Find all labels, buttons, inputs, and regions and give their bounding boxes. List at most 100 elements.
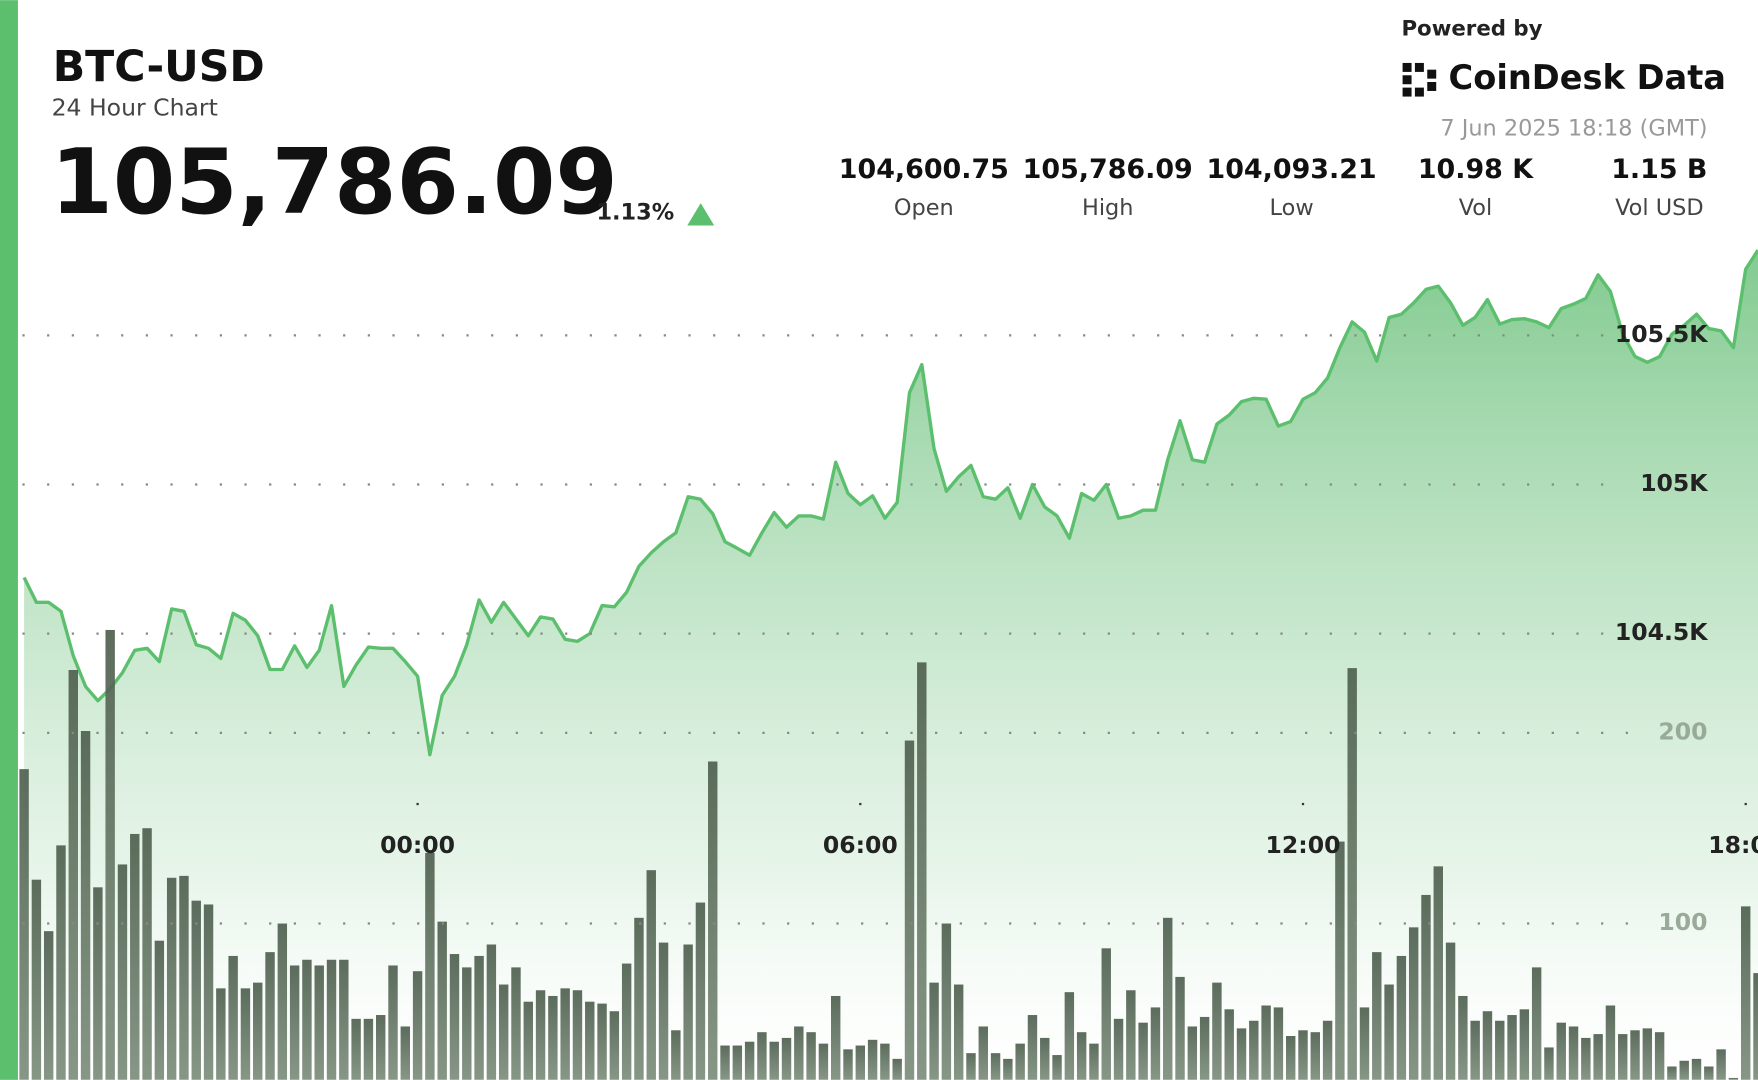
- volume-bar: [621, 963, 632, 1080]
- volume-bar: [1679, 1060, 1689, 1080]
- x-tick-label: 00:00: [380, 831, 455, 859]
- volume-bar: [1175, 976, 1185, 1080]
- volume-bar: [203, 904, 214, 1080]
- volume-bar: [1249, 1020, 1259, 1080]
- volume-bar: [978, 1026, 988, 1080]
- price-line: [22, 249, 1758, 757]
- volume-bar: [830, 995, 841, 1080]
- x-tick-label: 18:00: [1708, 831, 1758, 859]
- y-tick-label: 104.5K: [1615, 618, 1708, 646]
- volume-bar: [1040, 1037, 1050, 1080]
- volume-bar: [892, 1058, 902, 1080]
- volume-bar: [375, 1015, 386, 1080]
- powered-by: Powered by: [1401, 16, 1542, 41]
- volume-bar: [1445, 942, 1456, 1080]
- volume-bar: [511, 967, 521, 1080]
- volume-bar: [43, 931, 54, 1080]
- volume-bar: [253, 982, 263, 1080]
- y-tick-label: 105K: [1640, 469, 1708, 497]
- volume-bar: [1433, 866, 1443, 1080]
- volume-bar: [1236, 1028, 1247, 1080]
- volume-bar: [1335, 841, 1345, 1080]
- stat-label: Vol USD: [1615, 195, 1704, 221]
- volume-bar: [1605, 1005, 1616, 1080]
- volume-bar: [941, 923, 952, 1080]
- volume-bar: [1347, 668, 1357, 1080]
- volume-bar: [363, 1018, 374, 1080]
- volume-bar: [302, 959, 312, 1080]
- y2-tick-label: 100: [1658, 908, 1707, 936]
- volume-bar: [498, 984, 509, 1080]
- volume-bar: [1101, 948, 1111, 1080]
- chart-title: BTC-USD: [53, 42, 265, 92]
- volume-bar: [794, 1026, 804, 1080]
- volume-bar: [142, 828, 152, 1080]
- volume-bar: [462, 967, 472, 1080]
- volume-bar: [449, 954, 460, 1080]
- volume-bar: [1285, 1036, 1296, 1080]
- volume-bar: [117, 864, 128, 1080]
- volume-bar: [1359, 1007, 1370, 1080]
- volume-bar: [1421, 894, 1431, 1080]
- volume-bar: [314, 965, 324, 1080]
- accent-bar: [0, 0, 18, 1080]
- volume-bar: [1519, 1009, 1530, 1080]
- volume-bar: [781, 1037, 792, 1080]
- volume-bar: [486, 944, 497, 1080]
- volume-bar: [609, 1011, 620, 1080]
- volume-bar: [990, 1053, 1001, 1080]
- volume-bar: [1544, 1047, 1554, 1080]
- volume-bar: [757, 1032, 767, 1080]
- x-tick-label: 12:00: [1266, 831, 1341, 859]
- volume-bar: [154, 940, 165, 1080]
- volume-bar: [130, 833, 140, 1080]
- volume-bar: [695, 902, 706, 1080]
- volume-bar: [597, 1003, 607, 1080]
- volume-bar: [1531, 967, 1542, 1080]
- volume-bar: [1753, 973, 1758, 1080]
- volume-bar: [339, 959, 349, 1080]
- volume-bar: [1027, 1015, 1038, 1080]
- stat-label: Low: [1270, 195, 1314, 221]
- volume-bar: [1261, 1005, 1271, 1080]
- volume-bar: [683, 944, 693, 1080]
- volume-bar: [843, 1049, 853, 1080]
- volume-bar: [1740, 906, 1751, 1080]
- volume-bar: [1728, 1077, 1739, 1080]
- volume-bar: [904, 740, 915, 1080]
- volume-bar: [1089, 1043, 1099, 1080]
- volume-bar: [277, 923, 288, 1080]
- volume-bar: [671, 1030, 681, 1080]
- volume-bar: [769, 1041, 779, 1080]
- volume-bar: [289, 965, 300, 1080]
- volume-bar: [105, 629, 115, 1080]
- volume-bar: [732, 1045, 743, 1080]
- volume-bar: [1630, 1030, 1640, 1080]
- plot-area: [19, 249, 1758, 1080]
- brand-logo: [1402, 62, 1437, 97]
- stat-value: 1.15 B: [1611, 154, 1707, 185]
- volume-bar: [437, 921, 447, 1080]
- volume-bar: [166, 877, 177, 1080]
- volume-bar: [929, 982, 939, 1080]
- volume-bar: [1654, 1032, 1665, 1080]
- volume-bar: [425, 853, 435, 1080]
- volume-bar: [548, 995, 558, 1080]
- stat-value: 105,786.09: [1023, 154, 1193, 185]
- volume-bar: [1003, 1058, 1013, 1080]
- volume-bar: [646, 870, 656, 1080]
- volume-bar: [1138, 1022, 1148, 1080]
- volume-bar: [585, 1001, 595, 1080]
- y2-tick-label: 200: [1658, 717, 1707, 745]
- stat-label: Vol: [1459, 195, 1493, 221]
- volume-bar: [1408, 927, 1419, 1080]
- volume-bar: [1593, 1034, 1603, 1080]
- volume-bar: [1470, 1020, 1480, 1080]
- volume-bar: [1150, 1007, 1161, 1080]
- volume-bar: [1396, 955, 1407, 1080]
- volume-bar: [1691, 1058, 1702, 1080]
- volume-bar: [1015, 1043, 1025, 1080]
- volume-bar: [1126, 990, 1136, 1080]
- price-area: [24, 250, 1758, 1080]
